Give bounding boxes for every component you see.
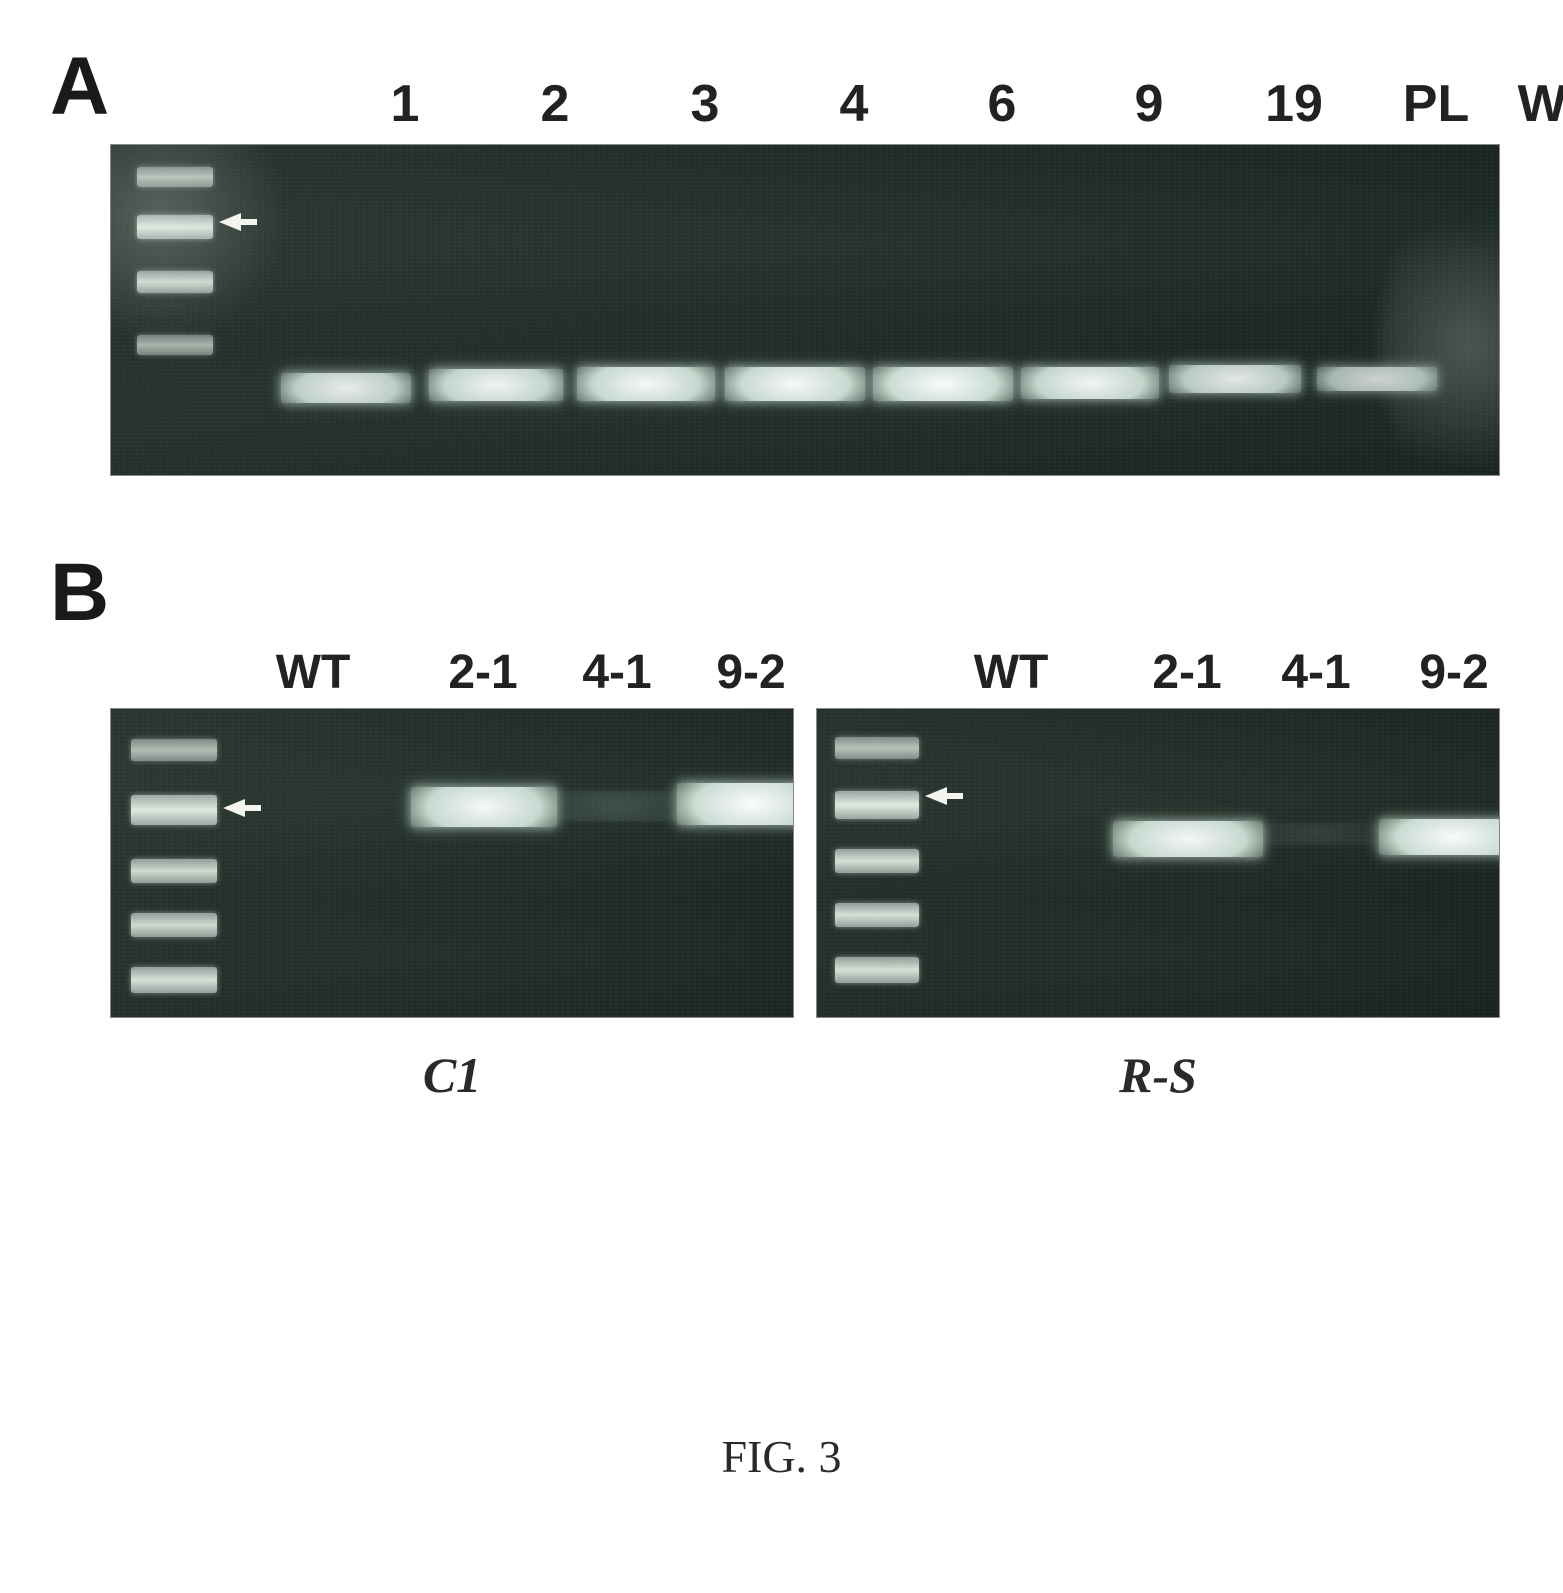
lane-label: 3 [655, 74, 755, 134]
sample-band [873, 367, 1013, 401]
panel-b-right-caption: R-S [816, 1046, 1500, 1104]
lane-label: 2 [505, 74, 605, 134]
lane-label: 4 [804, 74, 904, 134]
lane-label: 6 [952, 74, 1052, 134]
lane-label: WT [258, 645, 368, 700]
panel-b-right-lane-labels: WT2-14-19-2 [816, 644, 1500, 700]
panel-b-right-gel [816, 708, 1500, 1018]
ladder-band [835, 737, 919, 759]
ladder-band [131, 795, 217, 825]
ladder-band [835, 957, 919, 983]
sample-band [1257, 823, 1377, 845]
sample-band [1021, 367, 1159, 399]
ladder-band [131, 859, 217, 883]
panel-b-left: WT2-14-19-2 C1 [110, 644, 794, 1104]
lane-label: 9-2 [1399, 645, 1509, 700]
panel-b-left-lane-labels: WT2-14-19-2 [110, 644, 794, 700]
sample-band [1113, 821, 1263, 857]
sample-band [429, 369, 563, 401]
panel-a: A 12346919PLWT [50, 40, 1513, 476]
ladder-band [835, 849, 919, 873]
arrow-icon [223, 799, 245, 817]
sample-band [411, 787, 557, 827]
panel-a-lane-labels: 123469 19 PL WT [170, 74, 1563, 134]
panel-a-label: A [50, 40, 170, 134]
ladder-band [137, 167, 213, 187]
ladder-band [137, 335, 213, 355]
arrow-icon [925, 787, 947, 805]
lane-label: 4-1 [562, 645, 672, 700]
lane-label: WT [1508, 74, 1563, 134]
sample-band [281, 373, 411, 403]
ladder-band [131, 739, 217, 761]
lane-label: 4-1 [1261, 645, 1371, 700]
panel-b-right: WT2-14-19-2 R-S [816, 644, 1500, 1104]
lane-label: WT [956, 645, 1066, 700]
lane-label: 1 [355, 74, 455, 134]
figure-caption: FIG. 3 [0, 1430, 1563, 1483]
arrow-icon [219, 213, 241, 231]
sample-band [553, 791, 683, 821]
lane-label: PL [1386, 74, 1486, 134]
ladder-band [131, 967, 217, 993]
ladder-band [131, 913, 217, 937]
lane-label: 9 [1099, 74, 1199, 134]
gel-texture [817, 709, 1499, 1017]
lane-label: 2-1 [1132, 645, 1242, 700]
sample-band [1169, 365, 1301, 393]
panel-b-label: B [50, 546, 1513, 640]
ladder-band [137, 215, 213, 239]
gel-texture [111, 145, 1499, 475]
lane-label: 2-1 [428, 645, 538, 700]
panel-b: B WT 2-1 4-1 9-2 C1 WT 2-1 4-1 9-2 R-S [50, 546, 1513, 1104]
sample-band [577, 367, 715, 401]
lane-label: 19 [1244, 74, 1344, 134]
ladder-band [835, 903, 919, 927]
panel-a-gel [110, 144, 1500, 476]
lane-label: 9-2 [696, 645, 806, 700]
ladder-band [835, 791, 919, 819]
panel-b-left-caption: C1 [110, 1046, 794, 1104]
sample-band [677, 783, 794, 825]
panel-b-left-gel [110, 708, 794, 1018]
sample-band [725, 367, 865, 401]
sample-band [1379, 819, 1500, 855]
sample-band [1317, 367, 1437, 391]
ladder-band [137, 271, 213, 293]
